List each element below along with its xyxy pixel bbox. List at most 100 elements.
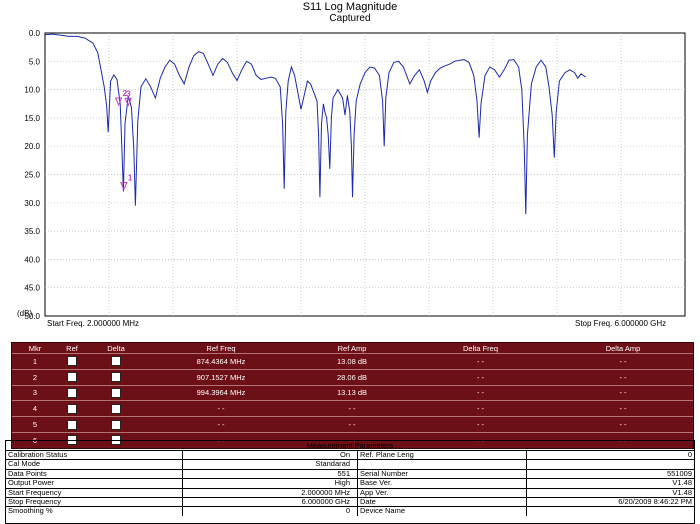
measurement-value: On (182, 451, 352, 460)
marker-header-ref: Ref (66, 343, 78, 353)
marker-ref-cell (58, 401, 86, 416)
y-tick-label: 50.0 (24, 312, 40, 321)
measurement-row: Cal Mode Standarad (6, 460, 694, 470)
measurement-value: High (182, 479, 352, 488)
marker-delta-checkbox[interactable] (111, 356, 121, 367)
measurement-label2: Serial Number (357, 469, 523, 479)
marker-label: 2 (123, 89, 128, 98)
y-tick-label: 45.0 (24, 284, 40, 293)
marker-ref-checkbox[interactable] (67, 403, 77, 414)
measurement-label: Data Points (8, 469, 47, 478)
marker-mkr-cell: 5 (32, 420, 38, 430)
marker-header-delta-amp: Delta Amp (605, 343, 641, 353)
measurement-value2: 0 (526, 451, 694, 460)
marker-ref-freq-cell: - - (217, 420, 225, 430)
marker-triangle (124, 97, 132, 107)
marker-triangle (120, 181, 128, 191)
marker-ref-checkbox[interactable] (67, 372, 77, 383)
s11-plot: 0.0 5.0 10.0 15.0 20.0 25.0 30.0 35.0 40.0 45.0 50… (24, 29, 686, 321)
measurement-label: Start Frequency (8, 488, 62, 497)
marker-delta-amp-cell: - - (619, 388, 627, 398)
measurement-value2: 6/20/2009 8:46:22 PM (526, 497, 694, 507)
y-tick-label: 35.0 (24, 227, 40, 236)
marker-delta-freq-cell: - - (476, 420, 485, 430)
measurement-value2 (526, 507, 694, 516)
measurement-value: 6.000000 GHz (182, 497, 352, 507)
measurement-value2: 551009 (526, 469, 694, 479)
measurement-row: Smoothing % 0 Device Name (6, 507, 694, 516)
measurement-label2: Device Name (357, 507, 523, 516)
measurement-value2: V1.48 (526, 488, 694, 497)
marker-delta-cell (86, 417, 146, 432)
marker-ref-cell (58, 354, 86, 369)
marker-mkr-cell: 1 (32, 356, 38, 366)
marker-delta-checkbox[interactable] (111, 403, 121, 414)
marker-delta-checkbox[interactable] (111, 387, 121, 398)
y-tick-label: 5.0 (29, 57, 41, 66)
measurement-row: Data Points 551 Serial Number 551009 (6, 469, 694, 480)
marker-delta-checkbox[interactable] (111, 372, 121, 383)
marker-delta-amp-cell: - - (619, 404, 627, 414)
measurement-row: Calibration Status On Ref. Plane Leng 0 (6, 451, 694, 461)
marker-table: Mkr Ref Delta Ref Freq Ref Amp Delta Freq Delt… (11, 342, 694, 449)
marker-row: 1 874.4364 MHz 13.08 dB - - - - (12, 354, 693, 370)
y-tick-label: 0.0 (29, 29, 41, 38)
marker-row: 4 - - - - - - - - (12, 401, 693, 418)
marker-delta-cell (86, 401, 146, 416)
chart-title: S11 Log Magnitude (302, 1, 398, 13)
y-tick-label: 25.0 (24, 171, 40, 180)
measurement-label: Calibration Status (8, 451, 68, 459)
marker-delta-amp-cell: - - (619, 356, 627, 366)
marker-delta-freq-cell: - - (476, 372, 485, 382)
s11-trace (44, 33, 587, 215)
marker-header-delta: Delta (107, 343, 125, 353)
y-axis-unit: (dB) (17, 309, 33, 318)
measurement-label: Stop Frequency (8, 497, 61, 506)
marker-header-ref-freq: Ref Freq (206, 343, 236, 353)
marker-ref-freq-cell: 874.4364 MHz (196, 356, 246, 366)
marker-ref-checkbox[interactable] (67, 387, 77, 398)
marker-table-header: Mkr Ref Delta Ref Freq Ref Amp Delta Freq Delt… (12, 343, 693, 354)
marker-ref-freq-cell: 994.3964 MHz (196, 388, 246, 398)
marker-header-ref-amp: Ref Amp (337, 343, 367, 353)
y-tick-label: 10.0 (24, 86, 40, 95)
measurement-title: Measurement Parameters (6, 441, 694, 451)
marker-ref-amp-cell: - - (348, 420, 356, 430)
marker-delta-freq-cell: - - (476, 388, 485, 398)
marker-ref-freq-cell: - - (217, 404, 225, 414)
measurement-label2: Date (357, 497, 523, 507)
marker-ref-cell (58, 386, 86, 401)
measurement-value: Standarad (182, 460, 352, 469)
marker-delta-amp-cell: - - (619, 372, 627, 382)
marker-label: 3 (126, 89, 131, 98)
marker-ref-checkbox[interactable] (67, 356, 77, 367)
measurement-value2: V1.48 (526, 479, 694, 488)
marker-delta-freq-cell: - - (476, 356, 485, 366)
marker-delta-freq-cell: - - (476, 404, 485, 414)
measurement-row: Output Power High Base Ver. V1.48 (6, 479, 694, 489)
marker-ref-cell (58, 370, 86, 385)
measurement-row: Start Frequency 2.000000 MHz App Ver. V1.48 (6, 488, 694, 498)
marker-ref-freq-cell: 907.1527 MHz (196, 372, 246, 382)
marker-delta-checkbox[interactable] (111, 419, 121, 430)
marker-delta-amp-cell: - - (619, 420, 627, 430)
measurement-label: Cal Mode (8, 460, 41, 469)
marker-header-delta-freq: Delta Freq (462, 343, 498, 353)
marker-ref-amp-cell: - - (348, 404, 356, 414)
marker-mkr-cell: 4 (32, 404, 38, 414)
measurement-value2 (526, 460, 694, 469)
marker-ref-amp-cell: 28.06 dB (336, 372, 368, 382)
measurement-label2: App Ver. (357, 488, 523, 497)
y-tick-label: 20.0 (24, 142, 40, 151)
measurement-value: 551 (182, 469, 352, 479)
marker-label: 1 (128, 173, 133, 182)
y-tick-label: 15.0 (24, 114, 40, 123)
marker-mkr-cell: 3 (32, 388, 38, 398)
measurement-label2: Base Ver. (357, 479, 523, 488)
measurement-label2: Ref. Plane Leng (357, 451, 523, 460)
marker-ref-cell (58, 417, 86, 432)
stop-freq-label: Stop Freq. 6.000000 GHz (575, 319, 667, 328)
marker-mkr-cell: 2 (32, 372, 38, 382)
measurement-value: 2.000000 MHz (182, 488, 352, 497)
marker-ref-checkbox[interactable] (67, 419, 77, 430)
